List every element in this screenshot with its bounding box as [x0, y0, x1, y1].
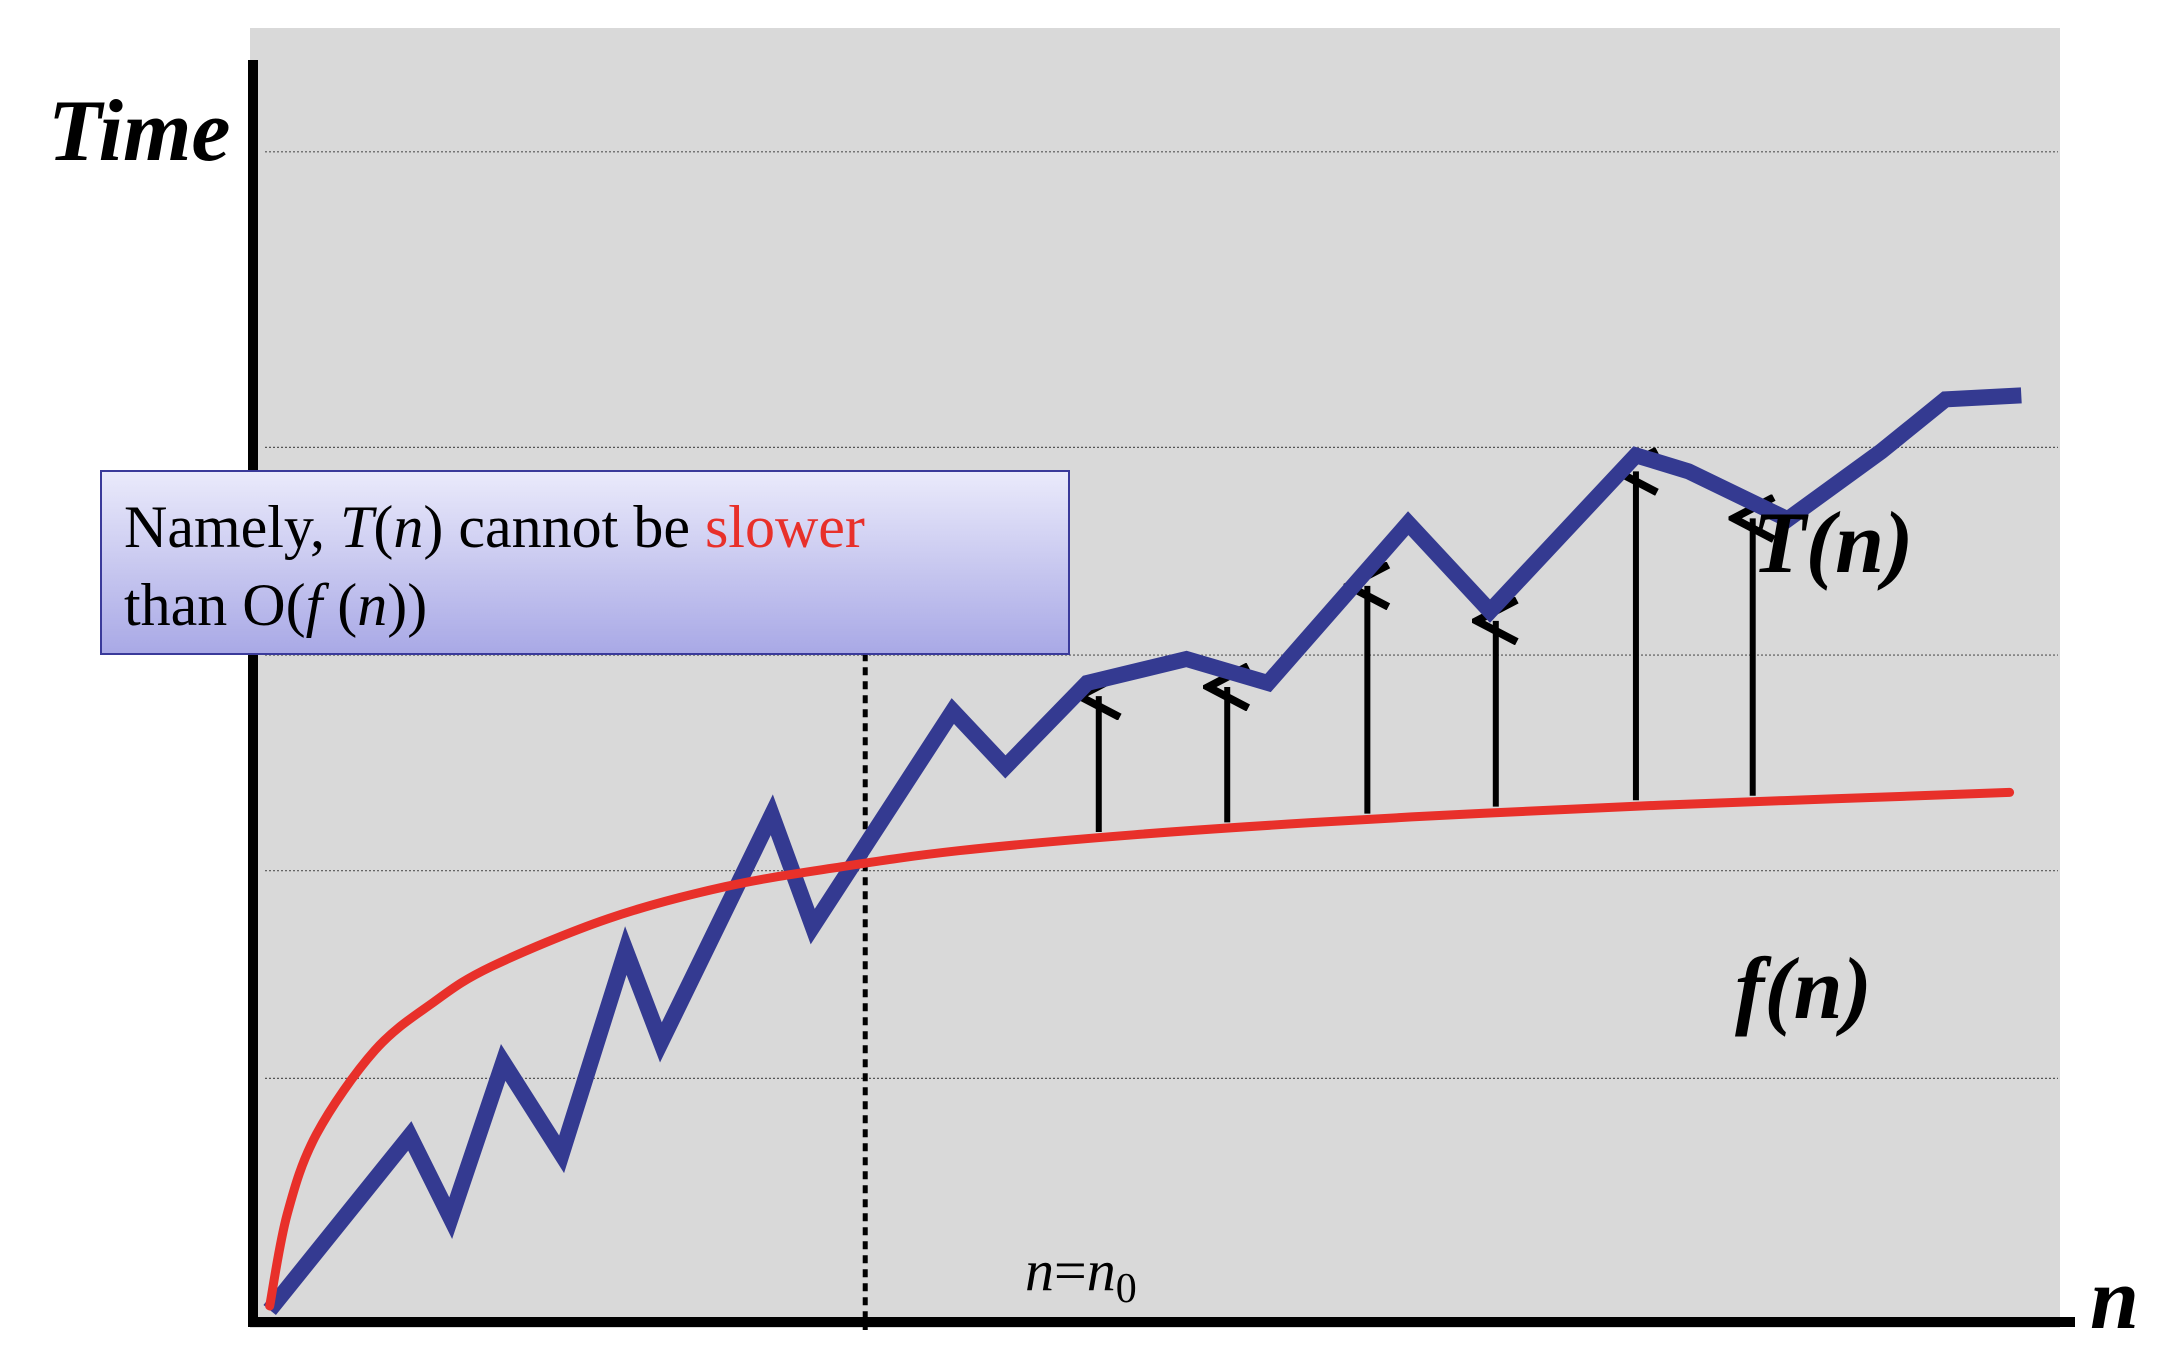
callout-text-cannot-be: cannot be	[443, 494, 705, 560]
series-label-t-arg: (n)	[1806, 495, 1914, 592]
series-t-line	[263, 387, 2022, 1316]
callout-box: Namely, T(n) cannot be slower than O(f (…	[100, 470, 1070, 655]
callout-line-2: than O(f (n))	[124, 566, 1046, 644]
threshold-sub: 0	[1116, 1266, 1137, 1312]
callout-text-paren-close: )	[423, 494, 444, 560]
callout-text-open-2: (	[322, 572, 358, 638]
x-axis-label: n	[2090, 1251, 2139, 1348]
series-group	[263, 387, 2022, 1316]
grid-lines	[265, 151, 2058, 1079]
callout-text-t: T	[340, 494, 374, 560]
callout-text-than-o: than O(	[124, 572, 306, 638]
threshold-eq: =	[1054, 1238, 1087, 1303]
callout-text-slower: slower	[704, 494, 865, 560]
series-label-t: T(n)	[1752, 495, 1913, 592]
series-f-line	[265, 787, 2015, 1311]
callout-text-f: f	[305, 572, 323, 638]
callout-text-n2: n	[357, 572, 388, 638]
callout-line-1: Namely, T(n) cannot be slower	[124, 488, 1046, 566]
series-label-f: f(n)	[1735, 941, 1872, 1038]
threshold-var: n	[1025, 1238, 1054, 1303]
callout-text-close-2: ))	[387, 572, 428, 638]
gap-arrows	[1099, 471, 1753, 832]
series-label-f-arg: (n)	[1764, 941, 1872, 1038]
plot-background	[250, 28, 2060, 1328]
callout-text-paren-open: (	[373, 494, 394, 560]
threshold-label: n=n0	[1025, 1238, 1137, 1312]
series-label-t-main: T	[1752, 495, 1809, 592]
y-axis-label: Time	[48, 83, 230, 180]
threshold-base: n	[1087, 1238, 1116, 1303]
callout-text-namely: Namely,	[124, 494, 341, 560]
callout-text-n: n	[393, 494, 424, 560]
